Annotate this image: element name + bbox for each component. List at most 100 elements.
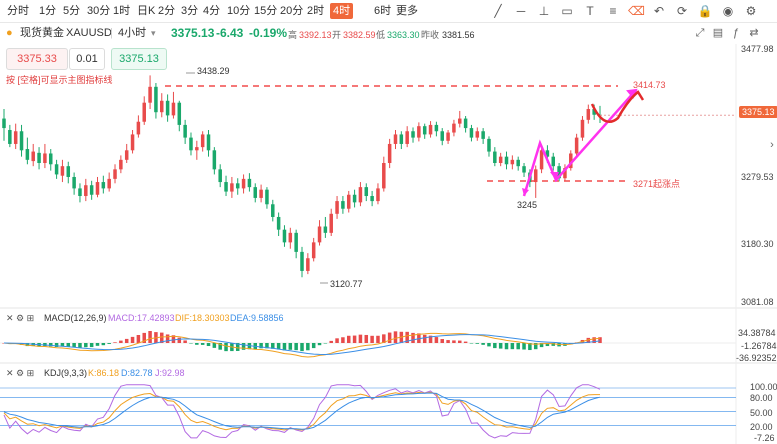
open-value: 3382.59 [343,30,376,40]
macd-bar [376,335,380,343]
macd-header-icons[interactable]: ✕ ⚙ ⊞ [6,313,35,323]
chevron-right-icon[interactable]: › [770,139,774,151]
macd-bar [586,337,591,343]
sync-icon[interactable]: ⟳ [676,4,688,18]
candle [510,159,515,165]
macd-bar [510,343,515,350]
timeframe-12[interactable]: 2时 [307,5,325,17]
macd-bar [130,336,135,343]
macd-bar [306,343,310,351]
high-annotation: 3438.29 [197,66,230,76]
measure-icon[interactable]: ⊥ [538,4,550,18]
timeframe-13[interactable]: 4时 [330,3,354,19]
fibonacci-icon[interactable]: ≡ [609,4,617,18]
macd-bar [528,343,532,351]
kdj-tick-bottom: -7.26 [754,433,775,443]
timeframe-15[interactable]: 更多 [396,5,418,17]
macd-bar [259,343,263,349]
candle [8,129,12,144]
candle [43,153,47,164]
timeframe-9[interactable]: 10分 [227,5,251,17]
candle [200,134,205,148]
macd-bar [428,335,433,343]
macd-bar [241,343,246,350]
macd-bar [235,343,240,351]
candle [539,150,544,170]
compare-icon[interactable]: ⇄ [749,27,759,39]
macd-bar [475,343,480,344]
chevron-down-icon[interactable]: ▾ [151,28,156,38]
candle [13,131,18,144]
timeframe-7[interactable]: 3分 [181,5,199,17]
projection-arrow [522,89,637,197]
eraser-icon[interactable]: ⌫ [628,4,645,18]
kdj-header-icons[interactable]: ✕ ⚙ ⊞ [6,368,35,378]
eye-icon[interactable]: ◉ [722,4,734,18]
expand-icon[interactable]: ⤢ [695,27,705,39]
macd-bar [177,337,182,343]
instrument-name[interactable]: 现货黄金 [20,27,64,39]
candle [364,187,369,197]
candle [522,166,526,173]
indicator-icon[interactable]: ƒ [732,27,740,39]
macd-bar [124,338,129,343]
candle [399,134,404,144]
timeframe-14[interactable]: 6时 [374,5,392,17]
rectangle-icon[interactable]: ▭ [561,4,573,18]
macd-bar [341,337,345,343]
resistance-annotation: 3414.73 [633,80,666,90]
settings-icon[interactable]: ⚙ [745,4,757,18]
timeframe-1[interactable]: 1分 [39,5,57,17]
candle [417,126,421,138]
layout-icon[interactable]: ▤ [712,27,724,39]
lock-icon[interactable]: 🔒 [697,4,713,18]
timeframe-0[interactable]: 分时 [7,5,29,17]
horizontal-line-icon[interactable]: ─ [516,4,526,18]
lot-size-input[interactable]: 0.01 [69,48,105,70]
undo-icon[interactable]: ↶ [653,4,665,18]
sell-price-button[interactable]: 3375.33 [6,48,68,70]
timeframe-4[interactable]: 1时 [113,5,131,17]
indicator-hint: 按 [空格]可显示主图指标线 [6,75,113,85]
prev-close-label: 昨收 [421,30,440,40]
timeframe-5[interactable]: 日K [137,5,156,17]
timeframe-3[interactable]: 30分 [87,5,111,17]
timeframe-11[interactable]: 20分 [280,5,304,17]
macd-bar [107,343,111,344]
dea-line [3,334,601,356]
dea-value: DEA:9.58856 [230,313,284,323]
timeframe-6[interactable]: 2分 [158,5,176,17]
macd-bar [317,343,322,346]
buy-price-button[interactable]: 3375.13 [111,48,167,70]
candle [446,132,450,141]
candle [580,119,585,138]
candle [271,204,275,217]
macd-bar [72,343,76,348]
timeframe-8[interactable]: 4分 [203,5,221,17]
macd-bar [393,331,398,343]
current-price-tag: 3375.13 [739,106,777,118]
macd-bar [446,340,450,343]
candle [434,124,439,132]
timeframe-10[interactable]: 15分 [254,5,278,17]
macd-bar [382,334,386,343]
macd-bar [458,340,462,343]
macd-bar [54,343,59,347]
macd-bar [358,334,363,343]
timeframe-2[interactable]: 5分 [63,5,81,17]
macd-bar [66,343,71,347]
kdj-tick-50: 50.00 [750,408,773,418]
period-selector[interactable]: 4小时 [118,27,147,39]
candle [142,102,146,122]
macd-bar [539,343,544,348]
instrument-symbol[interactable]: XAUUSD [66,27,112,39]
macd-bar [422,334,427,343]
macd-bar [160,332,164,343]
separator: | [110,27,113,39]
text-icon[interactable]: T [586,4,594,18]
candle [300,251,304,271]
trend-line-icon[interactable]: ╱ [494,4,502,18]
macd-value: MACD:17.42893 [108,313,175,323]
macd-bar [142,332,146,343]
